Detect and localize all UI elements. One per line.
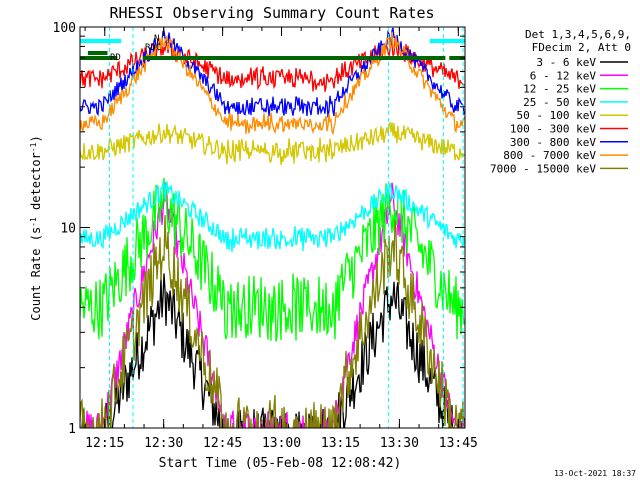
series-line-4: [80, 180, 465, 253]
flag-label-n: N: [154, 34, 159, 44]
x-tick-label-7: 13:45: [439, 436, 478, 451]
x-tick-label-3: 12:45: [203, 436, 242, 451]
legend-label-2: 6 - 12 keV: [530, 69, 597, 82]
x-axis: 12:15 12:30 12:45 13:00 13:15 13:30 13:45: [84, 27, 478, 451]
series-line-9: [80, 215, 465, 428]
y-axis-label: Count Rate (s-1 detector-1): [29, 135, 44, 320]
y-tick-label-100: 100: [53, 21, 76, 36]
x-axis-label: Start Time (05-Feb-08 12:08:42): [159, 456, 402, 471]
legend-label-6: 100 - 300 keV: [510, 123, 596, 136]
x-tick-label-6: 13:30: [380, 436, 419, 451]
legend-label-9: 7000 - 15000 keV: [490, 162, 596, 175]
legend-label-5: 50 - 100 keV: [517, 109, 597, 122]
chart-title: RHESSI Observing Summary Count Rates: [109, 4, 434, 22]
x-tick-label-4: 13:00: [262, 436, 301, 451]
legend-header-line-2: FDecim 2, Att 0: [532, 41, 631, 54]
flag-label-rdc: RDC: [145, 43, 161, 53]
legend-label-4: 25 - 50 keV: [523, 96, 596, 109]
series-line-5: [80, 121, 465, 166]
y-tick-label-10: 10: [60, 222, 76, 237]
legend-label-1: 3 - 6 keV: [536, 56, 596, 69]
series-line-7: [80, 27, 465, 118]
y-axis: 1 10 100: [53, 21, 465, 437]
y-tick-label-1: 1: [68, 422, 76, 437]
legend-header-line-1: Det 1,3,4,5,6,9,: [525, 28, 631, 41]
x-tick-label-2: 12:30: [144, 436, 183, 451]
series-line-1: [81, 273, 465, 428]
legend-label-8: 800 - 7000 keV: [503, 149, 596, 162]
legend-label-3: 12 - 25 keV: [523, 83, 596, 96]
x-tick-label-5: 13:15: [321, 436, 360, 451]
x-tick-label-1: 12:15: [85, 436, 124, 451]
timestamp: 13-Oct-2021 18:37: [554, 469, 636, 478]
legend: Det 1,3,4,5,6,9, FDecim 2, Att 0 3 - 6 k…: [490, 28, 631, 175]
series-line-8: [80, 31, 465, 136]
flag-label-rd: RD: [110, 53, 121, 63]
legend-label-7: 300 - 800 keV: [510, 136, 596, 149]
